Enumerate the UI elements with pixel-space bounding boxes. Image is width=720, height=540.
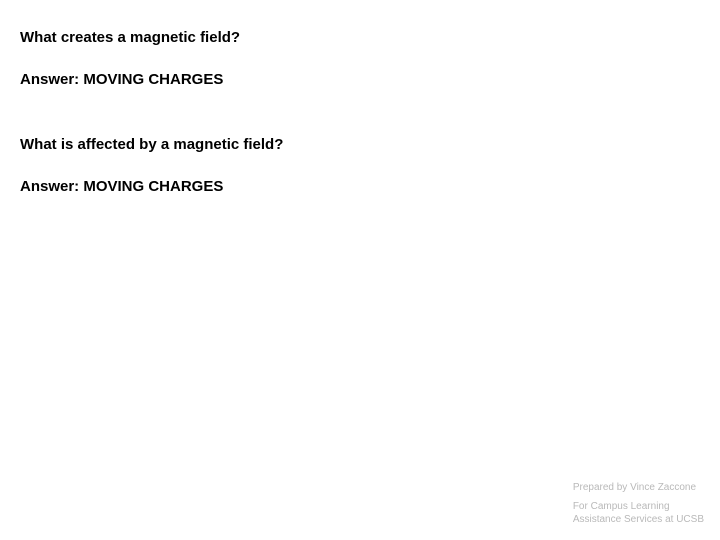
question-2: What is affected by a magnetic field?: [20, 135, 700, 155]
slide-footer: Prepared by Vince Zaccone For Campus Lea…: [573, 481, 704, 526]
question-1: What creates a magnetic field?: [20, 28, 700, 48]
spacer: [20, 91, 700, 135]
answer-2: Answer: MOVING CHARGES: [20, 177, 700, 197]
spacer: [20, 48, 700, 70]
slide: What creates a magnetic field? Answer: M…: [0, 0, 720, 540]
spacer: [20, 155, 700, 177]
footer-org-line-2: Assistance Services at UCSB: [573, 513, 704, 526]
slide-content: What creates a magnetic field? Answer: M…: [20, 28, 700, 197]
footer-author: Prepared by Vince Zaccone: [573, 481, 704, 494]
answer-1: Answer: MOVING CHARGES: [20, 70, 700, 90]
footer-org-line-1: For Campus Learning: [573, 500, 704, 513]
